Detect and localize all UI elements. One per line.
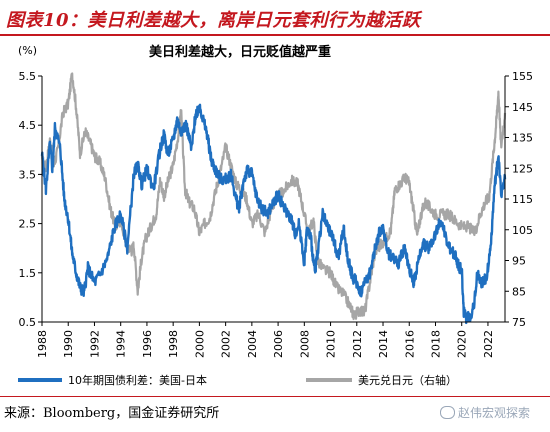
left-axis-tick-label: 2.5	[19, 218, 37, 231]
right-axis-tick-label: 115	[512, 193, 533, 206]
x-axis-tick-label: 1990	[62, 330, 75, 358]
left-axis-tick-label: 1.5	[19, 267, 37, 280]
chart-svg: 美日利差越大，日元贬值越严重 (%) 0.5 1.5 2.5 3.5 4.5 5.5 75 8…	[18, 44, 534, 387]
right-axis-tick-label: 155	[512, 70, 533, 83]
left-axis-tick-label: 5.5	[19, 70, 37, 83]
x-axis-tick-label: 2018	[429, 330, 442, 358]
right-axis-tick-label: 85	[512, 285, 526, 298]
x-axis-tick-label: 2014	[377, 330, 390, 358]
right-axis-tick-label: 75	[512, 316, 526, 329]
left-axis-tick-label: 4.5	[19, 119, 37, 132]
x-axis-tick-label: 2010	[325, 330, 338, 358]
chart-title: 图表10：美日利差越大，离岸日元套利行为越活跃	[6, 10, 421, 31]
chart-subtitle: 美日利差越大，日元贬值越严重	[149, 44, 331, 60]
x-axis-tick-label: 2002	[220, 330, 233, 358]
x-axis-tick-label: 2012	[351, 330, 364, 358]
legend-item-usdjpy: 美元兑日元（右轴）	[306, 373, 457, 387]
watermark: 赵伟宏观探索	[440, 404, 530, 421]
watermark-text: 赵伟宏观探索	[458, 406, 531, 420]
left-axis-unit: (%)	[18, 44, 37, 57]
right-axis-tick-label: 125	[512, 162, 533, 175]
source-note: 来源：Bloomberg，国金证券研究所	[4, 406, 220, 421]
x-axis-tick-label: 1992	[88, 330, 101, 358]
left-axis-tick-label: 3.5	[19, 168, 37, 181]
axis-layer: 0.5 1.5 2.5 3.5 4.5 5.5 75 85 95 105 115 125 135 145 1…	[19, 70, 534, 358]
wechat-icon	[440, 406, 455, 419]
x-axis-tick-label: 1988	[36, 330, 49, 358]
legend-label: 10年期国债利差：美国-日本	[68, 373, 207, 387]
x-axis-tick-label: 2008	[298, 330, 311, 358]
legend-item-yield-spread: 10年期国债利差：美国-日本	[18, 373, 207, 387]
x-axis-tick-label: 2000	[193, 330, 206, 358]
x-axis-tick-label: 2004	[246, 330, 259, 358]
right-axis-tick-label: 135	[512, 132, 533, 145]
legend-label: 美元兑日元（右轴）	[358, 373, 457, 387]
footer-rule	[0, 396, 550, 397]
right-axis-tick-label: 105	[512, 224, 533, 237]
series-yield-spread-line	[40, 103, 507, 325]
left-axis-tick-label: 0.5	[19, 316, 37, 329]
plot-layer	[40, 72, 507, 325]
x-axis-tick-label: 1994	[115, 330, 128, 358]
right-axis-tick-label: 95	[512, 255, 526, 268]
x-axis-tick-label: 2022	[482, 330, 495, 358]
title-rule	[0, 34, 550, 36]
right-axis-tick-label: 145	[512, 101, 533, 114]
x-axis-tick-label: 2006	[272, 330, 285, 358]
series-usdjpy-line	[41, 72, 507, 321]
x-axis-tick-label: 2020	[456, 330, 469, 358]
x-axis-tick-label: 1998	[167, 330, 180, 358]
x-axis-tick-label: 1996	[141, 330, 154, 358]
x-axis-tick-label: 2016	[403, 330, 416, 358]
legend: 10年期国债利差：美国-日本 美元兑日元（右轴）	[18, 373, 457, 387]
